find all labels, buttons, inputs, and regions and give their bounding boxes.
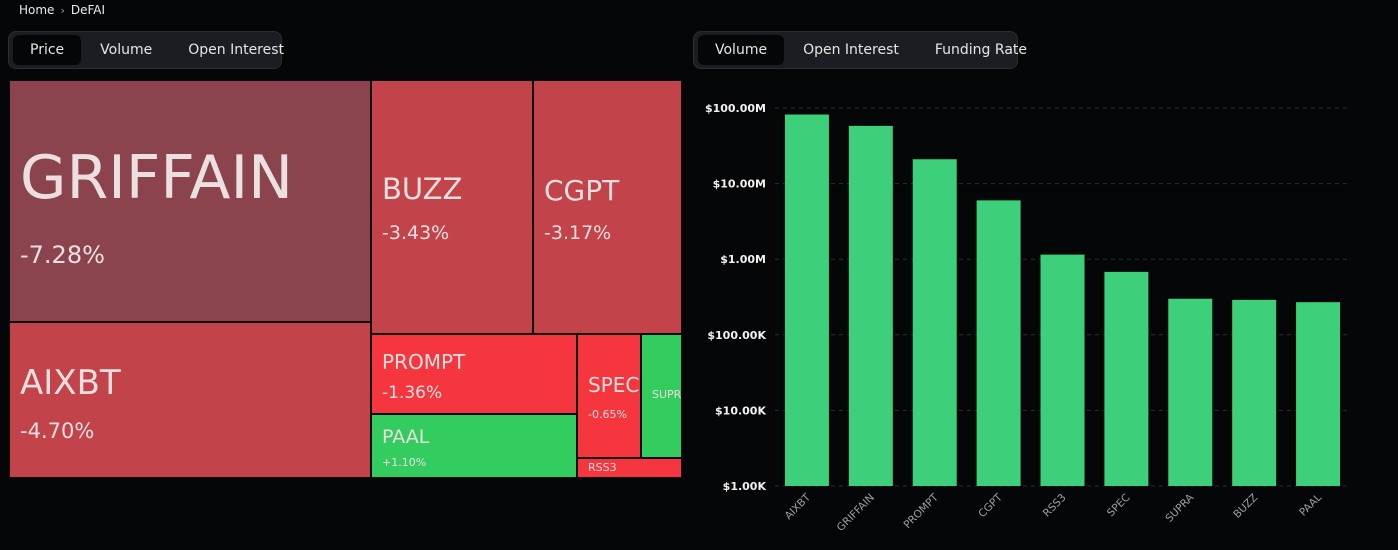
tile-symbol: SPEC <box>588 373 640 397</box>
tab-open-interest[interactable]: Open Interest <box>188 42 285 58</box>
tile-change: -0.65% <box>588 408 627 421</box>
tab-volume[interactable]: Volume <box>698 35 785 65</box>
x-tick-label: GRIFFAIN <box>835 492 877 534</box>
x-tick-label: SPEC <box>1105 492 1133 520</box>
tile-change: -3.43% <box>382 222 450 244</box>
tile-change: -3.17% <box>544 222 612 244</box>
treemap-tile-supra[interactable]: SUPRA <box>641 334 682 458</box>
bar-cgpt[interactable] <box>976 200 1021 486</box>
tile-symbol: BUZZ <box>382 172 463 206</box>
tile-symbol: PROMPT <box>382 350 466 374</box>
tile-symbol: AIXBT <box>20 363 121 403</box>
bar-paal[interactable] <box>1296 302 1341 486</box>
x-tick-label: AIXBT <box>783 491 814 522</box>
treemap-tile-rss3[interactable]: RSS3 <box>577 458 682 478</box>
tile-change: +1.10% <box>382 456 427 469</box>
x-tick-label: RSS3 <box>1041 492 1069 520</box>
tile-change: -7.28% <box>20 241 105 269</box>
bar-buzz[interactable] <box>1232 299 1277 486</box>
tab-volume[interactable]: Volume <box>100 42 153 58</box>
chart-metric-tabs: Volume Open Interest Funding Rate <box>693 31 1027 69</box>
y-tick-label: $100.00M <box>705 102 766 115</box>
treemap-tile-aixbt[interactable]: AIXBT -4.70% <box>9 322 371 478</box>
y-tick-label: $100.00K <box>707 329 766 342</box>
tile-symbol: CGPT <box>544 174 620 207</box>
y-tick-label: $1.00M <box>720 253 766 266</box>
x-tick-label: CGPT <box>976 491 1005 520</box>
bar-spec[interactable] <box>1104 271 1149 486</box>
treemap-tile-griffain[interactable]: GRIFFAIN -7.28% <box>9 80 371 322</box>
bar-prompt[interactable] <box>912 159 957 486</box>
y-tick-label: $1.00K <box>723 480 767 493</box>
breadcrumb-home[interactable]: Home <box>19 3 55 17</box>
treemap-tile-prompt[interactable]: PROMPT -1.36% <box>371 334 577 414</box>
tile-symbol: SUPRA <box>652 388 681 401</box>
bar-supra[interactable] <box>1168 298 1213 486</box>
price-change-treemap: GRIFFAIN -7.28% AIXBT -4.70% BUZZ -3.43%… <box>9 80 682 478</box>
treemap-tile-paal[interactable]: PAAL +1.10% <box>371 414 577 478</box>
tab-open-interest[interactable]: Open Interest <box>803 42 899 58</box>
bar-griffain[interactable] <box>848 125 893 487</box>
tile-symbol: PAAL <box>382 426 430 448</box>
tab-funding-rate[interactable]: Funding Rate <box>934 42 1027 58</box>
x-tick-label: BUZZ <box>1231 492 1260 521</box>
tile-change: -1.36% <box>382 383 443 403</box>
tile-symbol: RSS3 <box>588 461 617 474</box>
treemap-tile-buzz[interactable]: BUZZ -3.43% <box>371 80 533 334</box>
bar-rss3[interactable] <box>1040 254 1085 486</box>
bar-aixbt[interactable] <box>784 114 829 486</box>
breadcrumb: Home › DeFAI <box>19 3 105 17</box>
treemap-tile-cgpt[interactable]: CGPT -3.17% <box>533 80 682 334</box>
y-tick-label: $10.00K <box>715 404 766 417</box>
x-tick-label: SUPRA <box>1163 491 1197 525</box>
treemap-tile-spec[interactable]: SPEC -0.65% <box>577 334 641 458</box>
treemap-metric-tabs: Price Volume Open Interest <box>8 31 284 69</box>
tile-change: -4.70% <box>20 419 95 443</box>
tab-price[interactable]: Price <box>13 35 82 65</box>
x-tick-label: PAAL <box>1297 492 1324 519</box>
x-tick-label: PROMPT <box>901 491 941 531</box>
breadcrumb-current: DeFAI <box>70 3 106 17</box>
chevron-right-icon: › <box>60 3 65 17</box>
tile-symbol: GRIFFAIN <box>20 143 294 213</box>
y-tick-label: $10.00M <box>713 178 766 191</box>
